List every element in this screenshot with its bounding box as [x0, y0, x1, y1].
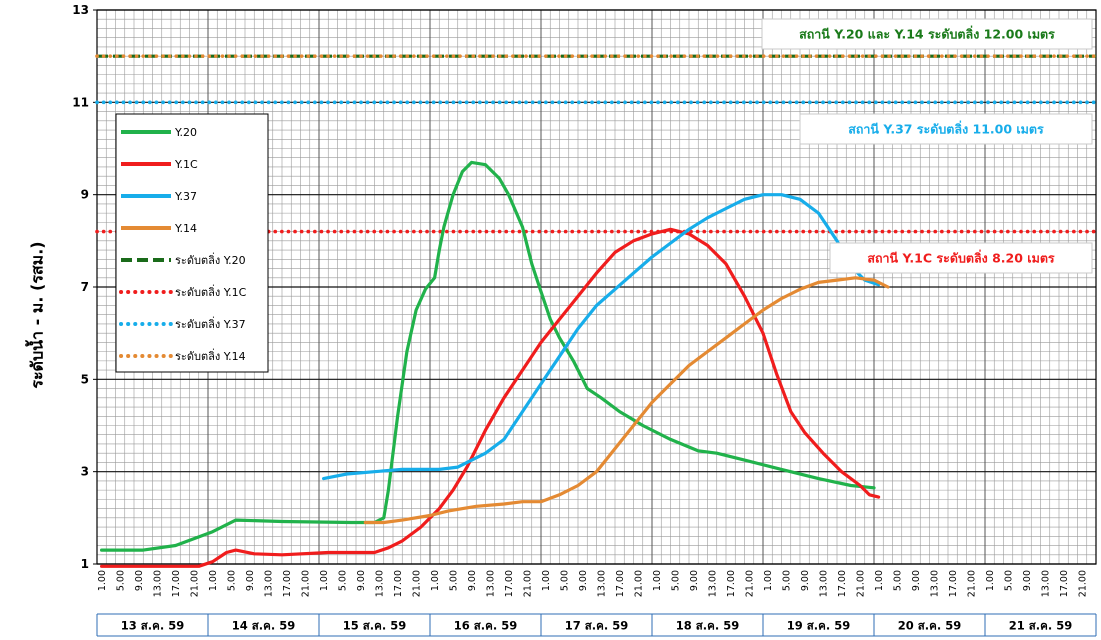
legend-label: ระดับตลิ่ง Y.1C — [175, 284, 247, 299]
x-tick-label: 21.00 — [190, 570, 201, 597]
x-tick-label: 13.00 — [930, 570, 941, 597]
y-tick-label: 5 — [81, 372, 89, 386]
x-tick-label: 21.00 — [967, 570, 978, 597]
x-tick-label: 21.00 — [634, 570, 645, 597]
day-labels: 13 ส.ค. 59 14 ส.ค. 59 15 ส.ค. 59 16 ส.ค. 59… — [96, 613, 1097, 637]
x-tick-label: 1.00 — [541, 570, 552, 591]
x-tick-label: 17.00 — [171, 570, 182, 597]
x-tick-label: 21.00 — [412, 570, 423, 597]
x-tick-label: 9.00 — [1022, 570, 1033, 591]
annotation-box — [799, 113, 1093, 145]
x-tick-label: 5.00 — [227, 570, 238, 591]
day-label: 15 ส.ค. 59 — [343, 619, 406, 633]
annotations: สถานี Y.20 และ Y.14 ระดับตลิ่ง 12.00 เมต… — [761, 18, 1093, 274]
x-tick-label: 13.00 — [375, 570, 386, 597]
annotation-box — [761, 18, 1093, 50]
legend-label: ระดับตลิ่ง Y.14 — [175, 348, 246, 363]
x-tick-label: 5.00 — [338, 570, 349, 591]
series-line — [363, 276, 890, 525]
y-tick-label: 9 — [81, 188, 89, 202]
x-tick-label: 5.00 — [671, 570, 682, 591]
x-tick-label: 21.00 — [523, 570, 534, 597]
x-tick-labels: 1.00 5.00 9.00 13.00 17.00 21.00 1.00 5.00 9.00 1… — [97, 570, 1089, 597]
x-tick-label: 9.00 — [800, 570, 811, 591]
x-tick-label: 17.00 — [615, 570, 626, 597]
legend-label: ระดับตลิ่ง Y.37 — [175, 316, 246, 331]
series-line — [322, 193, 881, 481]
legend-label: Y.20 — [174, 126, 197, 139]
day-label: 13 ส.ค. 59 — [121, 619, 184, 633]
x-tick-label: 13.00 — [486, 570, 497, 597]
x-tick-label: 9.00 — [578, 570, 589, 591]
x-tick-label: 1.00 — [763, 570, 774, 591]
x-tick-label: 17.00 — [726, 570, 737, 597]
x-tick-label: 17.00 — [837, 570, 848, 597]
day-label: 17 ส.ค. 59 — [565, 619, 628, 633]
x-tick-label: 5.00 — [116, 570, 127, 591]
day-label: 19 ส.ค. 59 — [787, 619, 850, 633]
x-tick-label: 13.00 — [597, 570, 608, 597]
x-tick-label: 21.00 — [301, 570, 312, 597]
x-tick-label: 13.00 — [153, 570, 164, 597]
legend-label: Y.14 — [174, 222, 197, 235]
x-tick-label: 1.00 — [430, 570, 441, 591]
x-tick-label: 1.00 — [652, 570, 663, 591]
y-tick-label: 11 — [72, 95, 89, 109]
x-tick-label: 1.00 — [985, 570, 996, 591]
annotation-text: สถานี Y.1C ระดับตลิ่ง 8.20 เมตร — [867, 250, 1055, 266]
day-label: 18 ส.ค. 59 — [676, 619, 739, 633]
x-tick-label: 5.00 — [449, 570, 460, 591]
x-tick-label: 17.00 — [282, 570, 293, 597]
y-tick-label: 1 — [81, 557, 89, 571]
day-label: 20 ส.ค. 59 — [898, 619, 961, 633]
legend: Y.20 Y.1C Y.37 Y.14 ระดับตลิ่ง Y.20 ระดับตลิ่… — [115, 113, 269, 373]
x-tick-label: 21.00 — [1078, 570, 1089, 597]
x-tick-label: 21.00 — [745, 570, 756, 597]
x-tick-label: 1.00 — [319, 570, 330, 591]
annotation-text: สถานี Y.37 ระดับตลิ่ง 11.00 เมตร — [848, 121, 1044, 137]
series-lines — [100, 160, 890, 568]
x-tick-label: 13.00 — [708, 570, 719, 597]
legend-box — [115, 113, 269, 373]
x-tick-label: 9.00 — [356, 570, 367, 591]
legend-label: Y.1C — [174, 158, 198, 171]
x-tick-label: 9.00 — [911, 570, 922, 591]
legend-label: Y.37 — [174, 190, 197, 203]
x-tick-label: 9.00 — [134, 570, 145, 591]
y-tick-label: 13 — [72, 3, 89, 17]
x-tick-label: 1.00 — [208, 570, 219, 591]
x-tick-label: 1.00 — [874, 570, 885, 591]
x-tick-label: 21.00 — [856, 570, 867, 597]
x-tick-label: 5.00 — [560, 570, 571, 591]
day-label: 21 ส.ค. 59 — [1009, 619, 1072, 633]
x-tick-label: 17.00 — [1059, 570, 1070, 597]
x-tick-label: 17.00 — [504, 570, 515, 597]
x-tick-label: 9.00 — [689, 570, 700, 591]
series-line — [100, 227, 881, 568]
x-tick-label: 5.00 — [893, 570, 904, 591]
x-tick-label: 13.00 — [264, 570, 275, 597]
day-label: 14 ส.ค. 59 — [232, 619, 295, 633]
y-tick-label: 3 — [81, 465, 89, 479]
legend-label: ระดับตลิ่ง Y.20 — [175, 252, 246, 267]
day-label: 16 ส.ค. 59 — [454, 619, 517, 633]
x-tick-label: 13.00 — [1041, 570, 1052, 597]
x-tick-label: 17.00 — [393, 570, 404, 597]
x-tick-label: 17.00 — [948, 570, 959, 597]
x-tick-label: 9.00 — [245, 570, 256, 591]
x-tick-label: 9.00 — [467, 570, 478, 591]
x-tick-label: 5.00 — [782, 570, 793, 591]
x-tick-label: 5.00 — [1004, 570, 1015, 591]
annotation-box — [829, 242, 1093, 274]
annotation-text: สถานี Y.20 และ Y.14 ระดับตลิ่ง 12.00 เมต… — [799, 26, 1055, 42]
x-tick-label: 1.00 — [97, 570, 108, 591]
y-tick-label: 7 — [81, 280, 89, 294]
x-tick-label: 13.00 — [819, 570, 830, 597]
